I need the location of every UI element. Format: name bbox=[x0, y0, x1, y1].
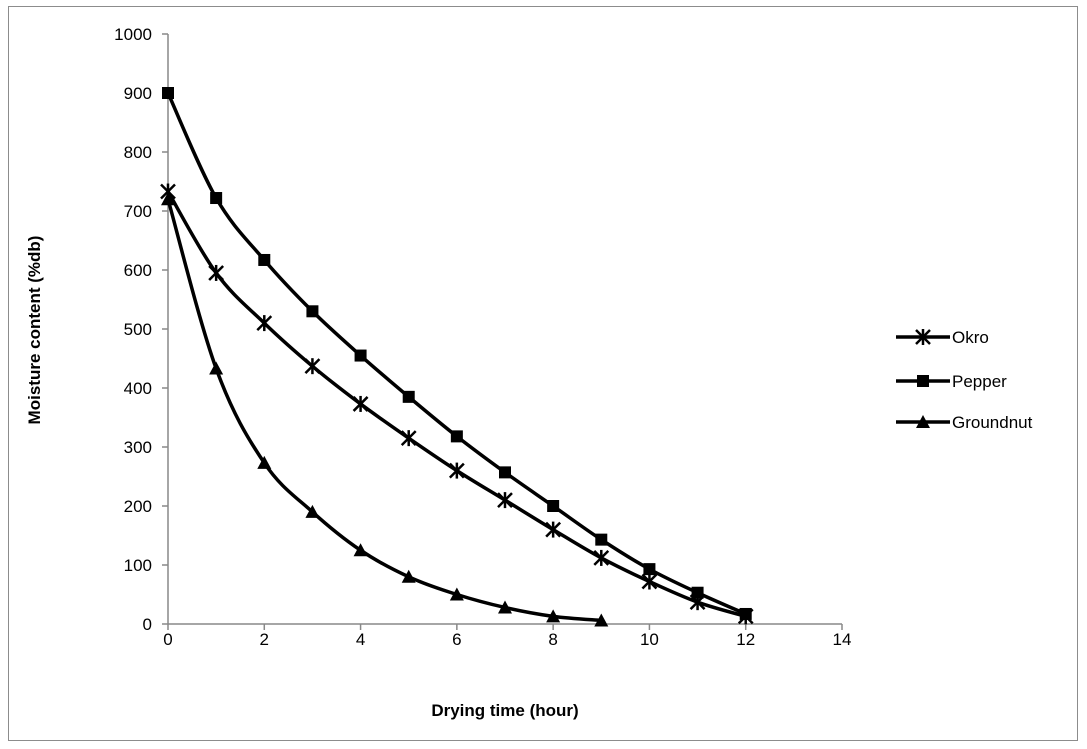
legend-label: Pepper bbox=[952, 372, 1007, 391]
legend-marker bbox=[917, 375, 929, 387]
legend-label: Okro bbox=[952, 328, 989, 347]
y-tick-label: 200 bbox=[124, 497, 152, 516]
data-point-pepper bbox=[643, 563, 656, 576]
y-tick-label: 900 bbox=[124, 84, 152, 103]
y-tick-label: 400 bbox=[124, 379, 152, 398]
series-line-groundnut bbox=[166, 198, 602, 623]
data-point-pepper bbox=[691, 586, 704, 599]
y-tick-label: 600 bbox=[124, 261, 152, 280]
legend-item-okro: Okro bbox=[896, 328, 989, 347]
y-tick-label: 1000 bbox=[114, 25, 152, 44]
x-tick-label: 4 bbox=[356, 630, 365, 649]
data-point-pepper bbox=[354, 349, 367, 362]
data-point-groundnut bbox=[305, 504, 320, 518]
y-axis-title: Moisture content (%db) bbox=[25, 236, 44, 425]
x-tick-label: 8 bbox=[548, 630, 557, 649]
x-tick-label: 6 bbox=[452, 630, 461, 649]
data-point-okro bbox=[400, 430, 417, 447]
data-point-groundnut bbox=[449, 587, 464, 601]
data-point-okro bbox=[497, 492, 513, 509]
series-line-okro bbox=[166, 190, 747, 619]
data-point-okro bbox=[304, 358, 321, 375]
x-axis-title: Drying time (hour) bbox=[431, 701, 578, 720]
y-tick-label: 700 bbox=[124, 202, 152, 221]
data-point-okro bbox=[448, 462, 465, 479]
data-point-okro bbox=[593, 549, 610, 566]
legend: Okro Pepper Groundnut bbox=[896, 328, 1033, 432]
y-tick-label: 500 bbox=[124, 320, 152, 339]
data-point-pepper bbox=[402, 390, 415, 403]
data-point-pepper bbox=[547, 500, 560, 512]
data-point-groundnut bbox=[209, 361, 224, 375]
data-point-okro bbox=[256, 315, 273, 332]
series-groundnut bbox=[161, 192, 609, 627]
data-point-okro bbox=[545, 521, 562, 538]
y-tick-label: 800 bbox=[124, 143, 152, 162]
legend-marker bbox=[915, 329, 931, 345]
data-point-okro bbox=[641, 573, 658, 590]
data-point-pepper bbox=[450, 430, 463, 443]
data-point-groundnut bbox=[353, 543, 368, 557]
data-point-pepper bbox=[595, 533, 608, 546]
x-ticks: 0 2 4 6 8 10 12 14 bbox=[163, 624, 851, 649]
legend-item-groundnut: Groundnut bbox=[896, 413, 1033, 432]
data-point-okro bbox=[352, 395, 369, 412]
x-tick-label: 12 bbox=[736, 630, 755, 649]
series-layer bbox=[160, 87, 754, 627]
chart-frame bbox=[8, 6, 1078, 741]
data-point-pepper bbox=[162, 87, 174, 99]
data-point-okro bbox=[208, 264, 225, 281]
data-point-groundnut bbox=[257, 455, 272, 469]
x-tick-label: 0 bbox=[163, 630, 172, 649]
y-tick-label: 0 bbox=[143, 615, 152, 634]
series-okro bbox=[160, 183, 754, 625]
series-pepper bbox=[162, 87, 752, 620]
data-point-groundnut bbox=[161, 192, 175, 206]
y-tick-label: 100 bbox=[124, 556, 152, 575]
data-point-pepper bbox=[499, 466, 511, 479]
x-tick-label: 2 bbox=[260, 630, 269, 649]
x-tick-label: 14 bbox=[833, 630, 852, 649]
legend-label: Groundnut bbox=[952, 413, 1033, 432]
data-point-pepper bbox=[739, 607, 752, 620]
data-point-pepper bbox=[258, 253, 271, 266]
data-point-pepper bbox=[306, 305, 319, 318]
data-point-groundnut bbox=[498, 600, 512, 614]
data-point-pepper bbox=[210, 192, 223, 205]
legend-marker bbox=[916, 415, 930, 428]
legend-item-pepper: Pepper bbox=[896, 372, 1007, 391]
data-point-groundnut bbox=[546, 609, 561, 623]
series-line-pepper bbox=[166, 92, 747, 616]
y-ticks: 0 100 200 300 400 500 600 700 800 900 1000 bbox=[114, 25, 168, 634]
data-point-groundnut bbox=[401, 569, 416, 583]
y-tick-label: 300 bbox=[124, 438, 152, 457]
data-point-groundnut bbox=[594, 613, 609, 627]
x-tick-label: 10 bbox=[640, 630, 659, 649]
